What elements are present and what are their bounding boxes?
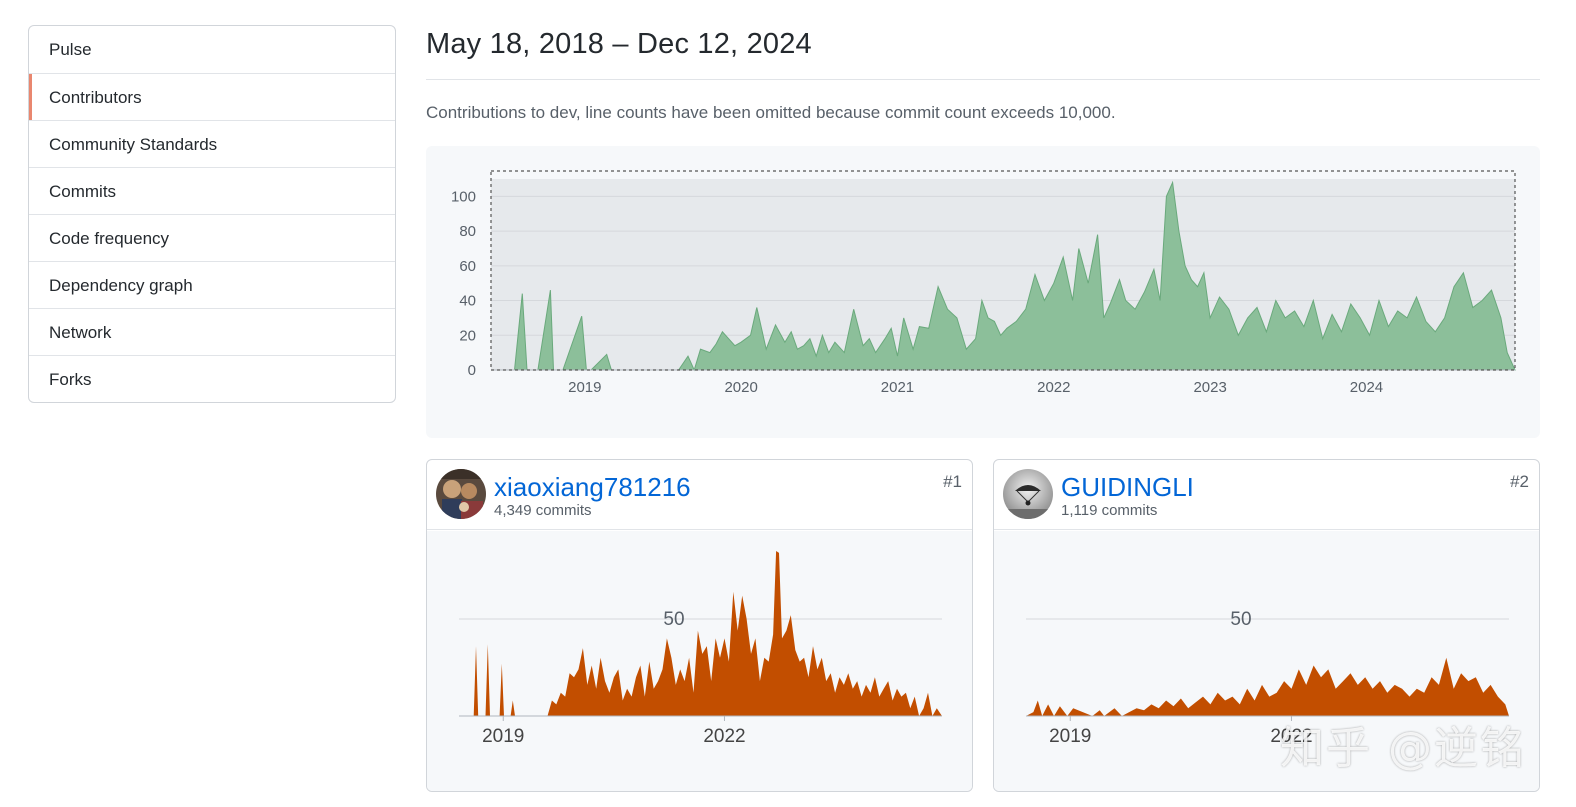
contributor-chart-panel: 50 2019 2022 bbox=[994, 531, 1540, 792]
sidebar-item-contributors[interactable]: Contributors bbox=[29, 73, 395, 120]
y-tick-label: 40 bbox=[459, 293, 476, 310]
x-tick-label: 2022 bbox=[703, 726, 745, 747]
contributor-card-2: GUIDINGLI 1,119 commits #2 50 2019 2022 bbox=[993, 459, 1540, 792]
parachute-avatar-icon[interactable] bbox=[1003, 469, 1053, 519]
series-area bbox=[491, 180, 1516, 372]
sidebar-item-code-frequency[interactable]: Code frequency bbox=[29, 214, 395, 261]
contributor-commit-count: 1,119 commits bbox=[1061, 502, 1158, 519]
x-tick-label: 2024 bbox=[1350, 379, 1383, 396]
sidebar-item-network[interactable]: Network bbox=[29, 308, 395, 355]
contributor-2-chart[interactable]: 50 2019 2022 bbox=[994, 531, 1540, 792]
x-tick-label: 2019 bbox=[1049, 726, 1091, 747]
contributor-1-chart[interactable]: 50 2019 2022 bbox=[427, 531, 973, 792]
series-area bbox=[1026, 657, 1509, 716]
x-tick-label: 2019 bbox=[482, 726, 524, 747]
photo-avatar-icon[interactable] bbox=[436, 469, 486, 519]
overview-chart-panel[interactable]: 0 20 40 60 80 100 2019 2020 2021 2022 2023 2024 bbox=[426, 146, 1540, 438]
overview-chart[interactable]: 0 20 40 60 80 100 2019 2020 2021 2022 2023 2024 bbox=[426, 146, 1540, 438]
x-tick-label: 2022 bbox=[1270, 726, 1312, 747]
watermark-text: 知乎 @逆铭 bbox=[1280, 723, 1526, 774]
y-tick-label: 60 bbox=[459, 258, 476, 275]
x-tick-label: 2022 bbox=[1037, 379, 1070, 396]
sidebar-item-forks[interactable]: Forks bbox=[29, 355, 395, 402]
contributor-name-link[interactable]: xiaoxiang781216 bbox=[494, 472, 691, 502]
sidebar-item-community-standards[interactable]: Community Standards bbox=[29, 120, 395, 167]
x-tick-label: 2021 bbox=[881, 379, 914, 396]
y-tick-label: 20 bbox=[459, 327, 476, 344]
contributor-name-link[interactable]: GUIDINGLI bbox=[1061, 472, 1194, 502]
sidebar-item-dependency-graph[interactable]: Dependency graph bbox=[29, 261, 395, 308]
y-tick-label: 100 bbox=[451, 188, 476, 205]
contributor-card-header: xiaoxiang781216 4,349 commits #1 bbox=[427, 460, 972, 530]
brush-selection[interactable] bbox=[490, 170, 1516, 371]
y-tick-label: 80 bbox=[459, 223, 476, 240]
contributor-card-1: xiaoxiang781216 4,349 commits #1 50 2019 2… bbox=[426, 459, 973, 792]
series-area bbox=[459, 551, 942, 716]
contributor-commit-count: 4,349 commits bbox=[494, 502, 592, 519]
y-tick-label: 0 bbox=[468, 362, 476, 379]
main-content: May 18, 2018 – Dec 12, 2024 Contribution… bbox=[426, 0, 1540, 807]
x-tick-label: 2023 bbox=[1193, 379, 1226, 396]
contributor-rank: #2 bbox=[1510, 472, 1529, 491]
page-subtitle: Contributions to dev, line counts have b… bbox=[426, 103, 1116, 122]
sidebar-item-commits[interactable]: Commits bbox=[29, 167, 395, 214]
page-title: May 18, 2018 – Dec 12, 2024 bbox=[426, 28, 812, 60]
contributor-chart-panel: 50 2019 2022 bbox=[427, 531, 973, 792]
y-tick-label: 50 bbox=[1230, 609, 1251, 630]
contributor-card-header: GUIDINGLI 1,119 commits #2 bbox=[994, 460, 1539, 530]
contributor-rank: #1 bbox=[943, 472, 962, 491]
sidebar-item-pulse[interactable]: Pulse bbox=[49, 40, 92, 59]
x-tick-label: 2020 bbox=[724, 379, 757, 396]
title-divider bbox=[426, 79, 1540, 80]
x-tick-label: 2019 bbox=[568, 379, 601, 396]
sidebar-nav: Pulse Contributors Community Standards Comm… bbox=[28, 25, 396, 403]
y-tick-label: 50 bbox=[663, 609, 684, 630]
